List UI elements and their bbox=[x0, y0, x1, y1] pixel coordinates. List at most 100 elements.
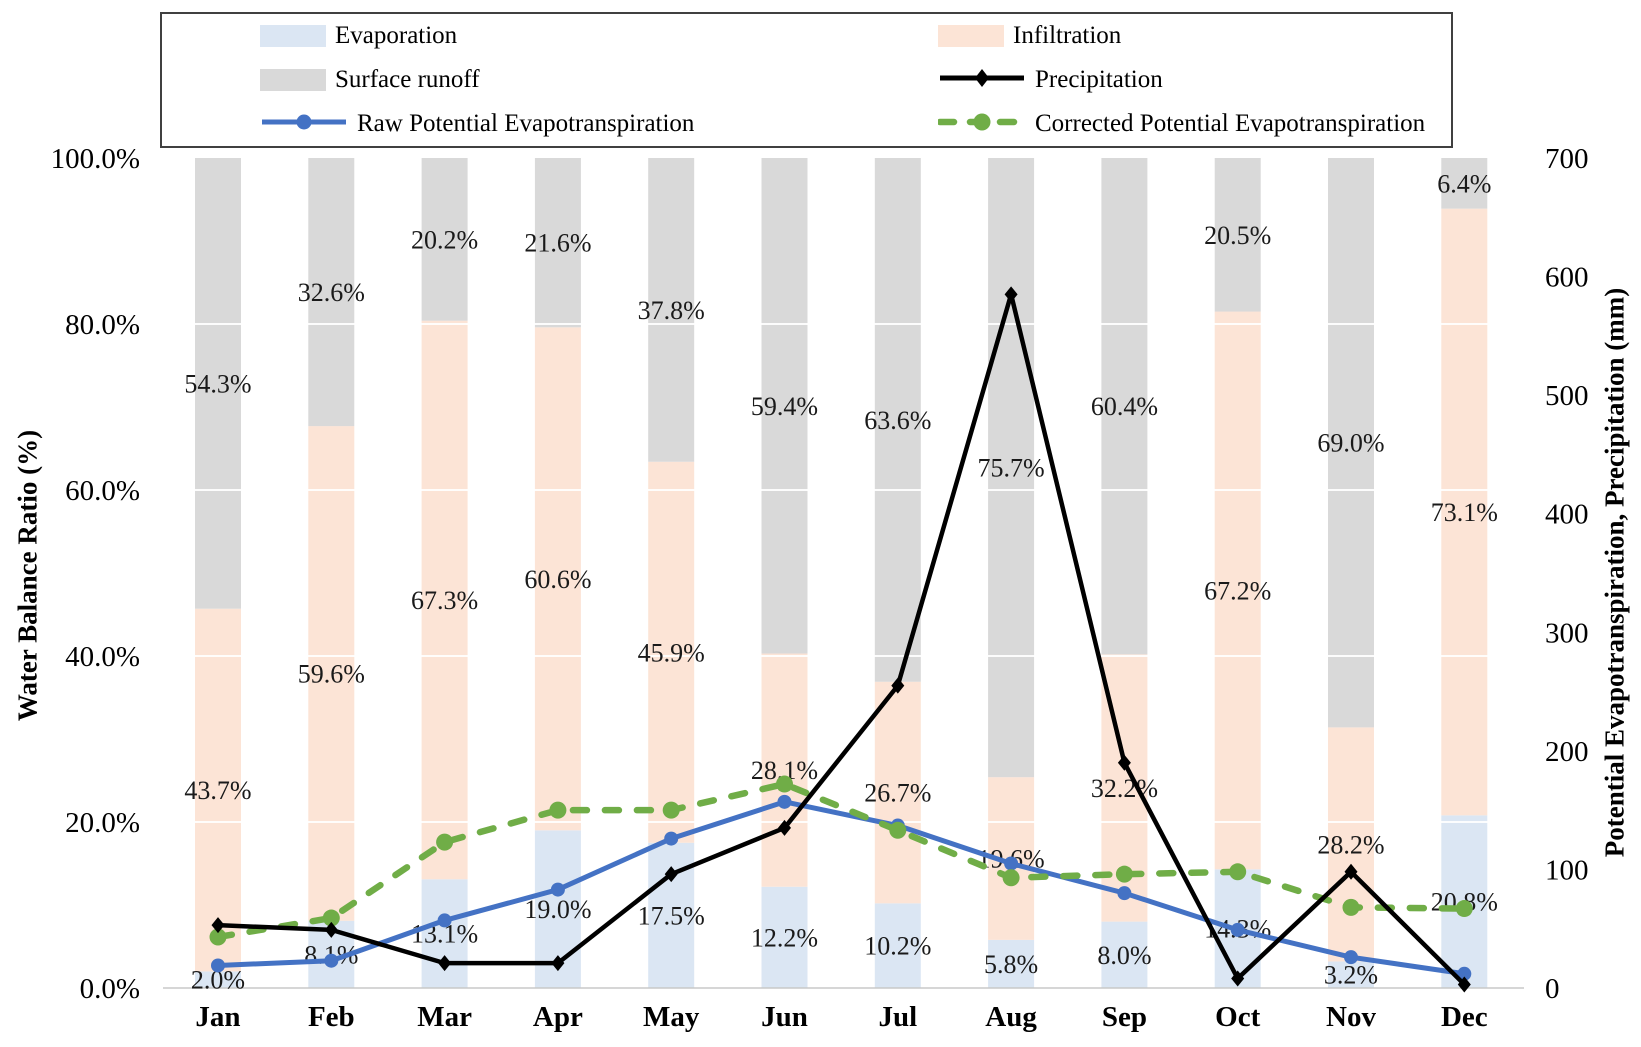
data-label-surface-runoff: 21.6% bbox=[524, 229, 591, 258]
x-axis-month-label: Oct bbox=[1215, 1001, 1260, 1033]
x-axis-month-label: Feb bbox=[308, 1001, 355, 1033]
legend-item-evaporation: Evaporation bbox=[260, 22, 938, 50]
data-label-evaporation: 8.0% bbox=[1097, 941, 1151, 970]
data-label-surface-runoff: 63.6% bbox=[864, 406, 931, 435]
diamond-marker bbox=[211, 917, 225, 934]
legend-label: Raw Potential Evapotranspiration bbox=[357, 110, 695, 137]
circle-marker bbox=[776, 775, 793, 793]
x-axis-month-label: Apr bbox=[533, 1001, 583, 1033]
bar-segment-infiltration bbox=[874, 681, 921, 904]
bar-segment-infiltration bbox=[534, 327, 581, 831]
data-label-infiltration: 67.2% bbox=[1204, 576, 1271, 605]
data-label-surface-runoff: 54.3% bbox=[184, 369, 251, 398]
diamond-marker bbox=[778, 819, 791, 836]
bar-segment-surface-runoff bbox=[988, 158, 1035, 778]
circle-marker bbox=[1229, 863, 1247, 881]
bar-segment-evaporation bbox=[1101, 921, 1148, 988]
circle-marker bbox=[662, 801, 680, 819]
precipitation-line-icon bbox=[938, 66, 1026, 95]
evaporation-swatch-icon bbox=[260, 25, 326, 47]
bar-segment-evaporation bbox=[988, 939, 1035, 988]
circle-marker bbox=[777, 794, 792, 809]
legend-item-surface-runoff: Surface runoff bbox=[260, 66, 938, 94]
diamond-marker bbox=[551, 955, 565, 972]
left-axis-tick-label: 60.0% bbox=[65, 475, 140, 507]
data-label-surface-runoff: 59.4% bbox=[751, 392, 818, 421]
diamond-marker bbox=[324, 921, 338, 938]
data-label-evaporation: 19.0% bbox=[524, 895, 591, 924]
circle-marker bbox=[1004, 856, 1019, 871]
legend-label: Surface runoff bbox=[335, 66, 480, 93]
bar-segment-infiltration bbox=[648, 461, 695, 843]
legend-label: Infiltration bbox=[1013, 22, 1122, 49]
circle-marker bbox=[209, 928, 227, 946]
right-axis-tick-label: 200 bbox=[1545, 736, 1589, 768]
bar-segment-surface-runoff bbox=[1328, 158, 1374, 728]
circle-marker bbox=[211, 958, 225, 973]
bar-segment-surface-runoff bbox=[534, 158, 581, 328]
data-label-evaporation: 17.5% bbox=[638, 901, 705, 930]
data-label-infiltration: 73.1% bbox=[1431, 498, 1498, 527]
left-axis-tick-label: 40.0% bbox=[65, 641, 140, 673]
data-label-infiltration: 43.7% bbox=[184, 776, 251, 805]
right-axis-title: Potential Evapotranspiration, Precipitat… bbox=[1599, 287, 1630, 858]
circle-marker bbox=[550, 882, 565, 897]
right-axis-tick-label: 0 bbox=[1545, 973, 1560, 1005]
data-label-infiltration: 26.7% bbox=[864, 779, 931, 808]
infiltration-swatch-icon bbox=[938, 25, 1004, 47]
right-axis-tick-label: 700 bbox=[1545, 143, 1589, 175]
bar-segment-surface-runoff bbox=[195, 158, 241, 609]
data-label-evaporation: 3.2% bbox=[1324, 961, 1378, 990]
bar-segment-evaporation bbox=[195, 971, 241, 988]
left-axis-tick-label: 0.0% bbox=[80, 973, 140, 1005]
circle-marker bbox=[1117, 886, 1132, 901]
legend-item-infiltration: Infiltration bbox=[938, 22, 1451, 50]
data-label-evaporation: 5.8% bbox=[984, 950, 1038, 979]
left-axis-title: Water Balance Ratio (%) bbox=[12, 429, 43, 722]
circle-marker bbox=[1344, 950, 1358, 965]
right-axis-tick-label: 500 bbox=[1545, 380, 1589, 412]
data-label-surface-runoff: 6.4% bbox=[1437, 169, 1491, 198]
bar-segment-infiltration bbox=[195, 608, 241, 972]
bar-segment-infiltration bbox=[761, 653, 808, 887]
left-axis-tick-label: 80.0% bbox=[65, 309, 140, 341]
diamond-marker bbox=[891, 677, 905, 694]
raw-pet-line-icon bbox=[260, 110, 348, 139]
bar-segment-surface-runoff bbox=[648, 158, 695, 462]
right-axis-tick-label: 300 bbox=[1545, 617, 1589, 649]
circle-marker bbox=[1230, 922, 1245, 937]
data-label-infiltration: 67.3% bbox=[411, 586, 478, 615]
bar-segment-evaporation bbox=[874, 903, 921, 988]
bar-segment-infiltration bbox=[1441, 208, 1488, 816]
x-axis-month-label: Jul bbox=[878, 1001, 917, 1033]
bar-segment-infiltration bbox=[1214, 311, 1261, 870]
legend-label: Precipitation bbox=[1035, 66, 1163, 93]
bar-segment-surface-runoff bbox=[1101, 158, 1148, 655]
legend-item-precipitation: Precipitation bbox=[938, 66, 1451, 95]
data-label-surface-runoff: 20.5% bbox=[1204, 221, 1271, 250]
circle-marker bbox=[664, 831, 679, 846]
bar-segment-evaporation bbox=[1328, 961, 1374, 988]
bar-segment-surface-runoff bbox=[1441, 158, 1488, 209]
data-label-surface-runoff: 32.6% bbox=[298, 278, 365, 307]
circle-marker bbox=[322, 909, 340, 927]
bar-segment-surface-runoff bbox=[308, 158, 355, 427]
legend-item-corrected-pet: Corrected Potential Evapotranspiration bbox=[936, 110, 1451, 139]
data-label-evaporation: 10.2% bbox=[864, 932, 931, 961]
x-axis-month-label: Nov bbox=[1326, 1001, 1376, 1033]
circle-marker bbox=[1342, 898, 1360, 916]
x-axis-month-label: May bbox=[643, 1001, 700, 1033]
diamond-marker bbox=[1117, 754, 1131, 771]
left-axis-tick-label: 100.0% bbox=[51, 143, 140, 175]
circle-marker bbox=[1002, 869, 1020, 887]
x-axis-month-label: Sep bbox=[1102, 1001, 1147, 1033]
legend-label: Evaporation bbox=[335, 22, 458, 49]
circle-marker bbox=[1455, 900, 1473, 918]
right-axis-tick-label: 100 bbox=[1545, 854, 1589, 886]
right-axis-tick-label: 600 bbox=[1545, 262, 1589, 294]
diamond-marker bbox=[1231, 970, 1245, 987]
circle-marker bbox=[436, 833, 454, 851]
diamond-marker bbox=[1457, 976, 1471, 993]
data-label-surface-runoff: 37.8% bbox=[638, 296, 705, 325]
data-label-surface-runoff: 69.0% bbox=[1317, 429, 1384, 458]
